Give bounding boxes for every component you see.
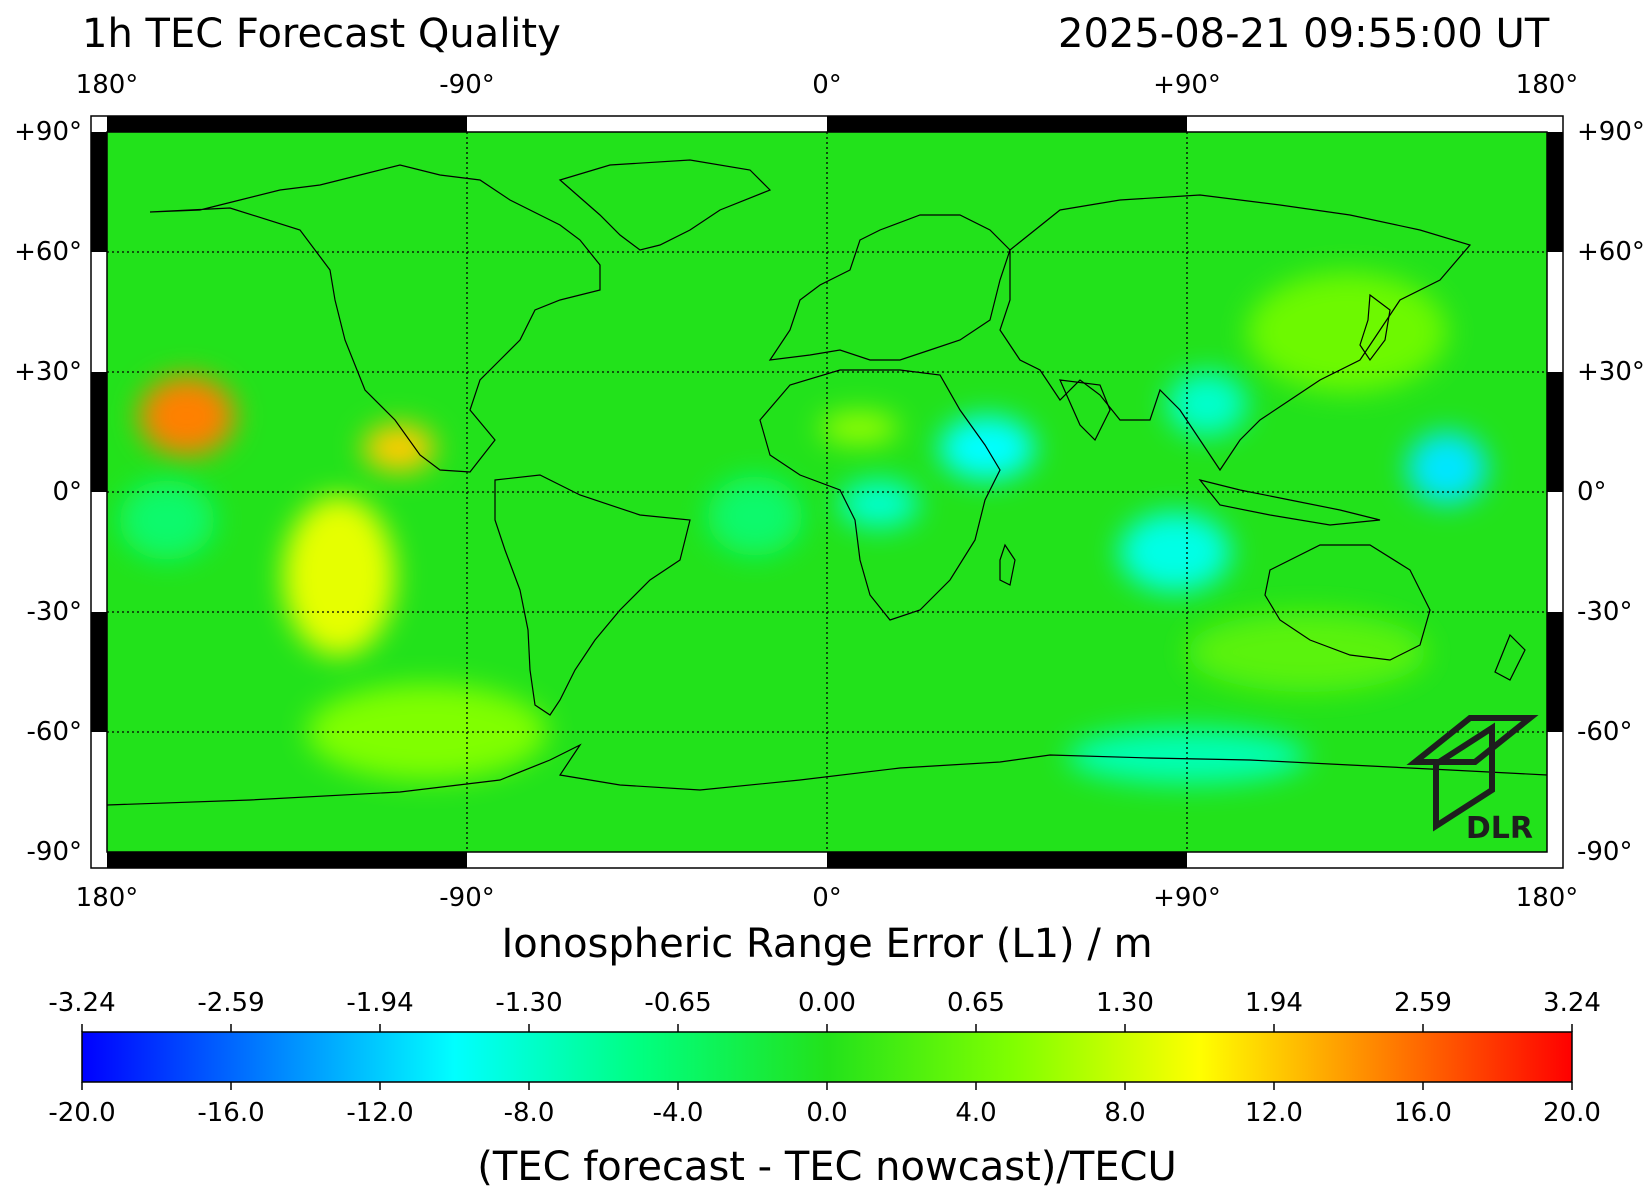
- lat-tick-right-90n: +90°: [1577, 117, 1645, 147]
- lat-tick-right-0: 0°: [1577, 477, 1607, 507]
- coastline-new-zealand: [1494, 633, 1526, 681]
- lon-tick-bottom-0: 0°: [812, 883, 842, 913]
- lat-tick-left-30n: +30°: [14, 357, 82, 387]
- colorbar-top-tick: 1.94: [1245, 988, 1303, 1018]
- dlr-logo-rhombus-v: [1433, 722, 1495, 832]
- coastline-japan: [1359, 293, 1391, 362]
- lon-tick-top-0: 0°: [812, 70, 842, 100]
- colorbar-bottom-tick: -8.0: [503, 1098, 555, 1128]
- lon-tick-bottom-90w: -90°: [439, 883, 495, 913]
- lon-tick-bottom-180e: 180°: [1515, 883, 1579, 913]
- colorbar: [81, 1031, 1573, 1083]
- colorbar-ticks: [81, 1024, 1573, 1090]
- lat-tick-right-60n: +60°: [1577, 237, 1645, 267]
- dlr-logo-rhombus-h: [1406, 715, 1539, 765]
- tec-anomaly-0: [139, 376, 235, 456]
- tec-anomaly-2: [283, 496, 395, 656]
- lon-tick-bottom-90e: +90°: [1153, 883, 1221, 913]
- lat-tick-right-90s: -90°: [1577, 837, 1633, 867]
- tec-anomaly-5: [1119, 512, 1231, 592]
- lon-tick-top-180e: 180°: [1515, 70, 1579, 100]
- tec-anomaly-9: [119, 480, 215, 560]
- colorbar-bottom-tick: 12.0: [1245, 1098, 1303, 1128]
- lat-tick-left-60n: +60°: [14, 237, 82, 267]
- colorbar-top-tick: 0.00: [798, 988, 856, 1018]
- range-error-label: Ionospheric Range Error (L1) / m: [501, 921, 1153, 967]
- lat-tick-right-30s: -30°: [1577, 597, 1633, 627]
- colorbar-top-tick: 3.24: [1543, 988, 1601, 1018]
- tec-anomaly-1: [363, 424, 435, 472]
- coastline-madagascar: [999, 543, 1016, 586]
- lon-tick-bottom-180w: 180°: [75, 883, 139, 913]
- colorbar-bottom-tick: 16.0: [1394, 1098, 1452, 1128]
- tec-anomaly-11: [819, 412, 899, 444]
- colorbar-label: (TEC forecast - TEC nowcast)/TECU: [477, 1144, 1177, 1190]
- colorbar-bottom-tick: 4.0: [955, 1098, 997, 1128]
- map-title: 1h TEC Forecast Quality: [82, 11, 561, 57]
- lat-tick-left-90s: -90°: [26, 837, 82, 867]
- colorbar-top-tick: 2.59: [1394, 988, 1452, 1018]
- coastline-antarctica: [107, 743, 1547, 806]
- coastline-asia: [999, 194, 1472, 472]
- tec-anomaly-14: [1187, 612, 1427, 692]
- tec-anomaly-7: [1407, 432, 1487, 504]
- colorbar-top-tick: 1.30: [1096, 988, 1154, 1018]
- tec-anomaly-4: [839, 480, 919, 528]
- map-frame: [90, 115, 1564, 869]
- lat-tick-left-30s: -30°: [26, 597, 82, 627]
- colorbar-top-tick: -0.65: [644, 988, 712, 1018]
- dlr-logo-text: DLR: [1466, 811, 1533, 846]
- tec-anomaly-10: [707, 476, 803, 556]
- colorbar-top-tick: 0.65: [947, 988, 1005, 1018]
- colorbar-top-tick: -3.24: [48, 988, 116, 1018]
- lat-tick-left-60s: -60°: [26, 717, 82, 747]
- colorbar-bottom-tick: 0.0: [806, 1098, 848, 1128]
- dlr-logo: [1406, 715, 1539, 832]
- tec-anomaly-12: [1247, 272, 1447, 392]
- colorbar-bottom-tick: -12.0: [346, 1098, 414, 1128]
- coastline-australia: [1264, 544, 1431, 661]
- colorbar-bottom-tick: 8.0: [1104, 1098, 1146, 1128]
- colorbar-bottom-tick: -4.0: [652, 1098, 704, 1128]
- coastline-india: [1059, 379, 1111, 442]
- coastlines: [107, 159, 1547, 806]
- colorbar-bottom-tick: -20.0: [48, 1098, 116, 1128]
- colorbar-bottom-tick: 20.0: [1543, 1098, 1601, 1128]
- coastline-indonesia: [1198, 478, 1381, 526]
- lat-tick-left-90n: +90°: [14, 117, 82, 147]
- tec-anomaly-8: [1067, 728, 1307, 784]
- graticule: [107, 132, 1547, 852]
- lon-tick-top-90w: -90°: [439, 70, 495, 100]
- timestamp: 2025-08-21 09:55:00 UT: [1058, 11, 1550, 57]
- colorbar-top-tick: -1.94: [346, 988, 414, 1018]
- tec-anomaly-6: [1167, 372, 1247, 436]
- colorbar-bottom-tick: -16.0: [197, 1098, 265, 1128]
- colorbar-top-tick: -1.30: [495, 988, 563, 1018]
- coastline-south-america: [494, 474, 691, 716]
- coastline-europe: [768, 214, 1011, 361]
- lon-tick-top-180w: 180°: [75, 70, 139, 100]
- coastline-africa: [759, 369, 1001, 621]
- lat-tick-right-60s: -60°: [1577, 717, 1633, 747]
- lon-tick-top-90e: +90°: [1153, 70, 1221, 100]
- colorbar-top-tick: -2.59: [197, 988, 265, 1018]
- coastline-greenland: [558, 159, 772, 251]
- coastline-north-america: [149, 164, 601, 473]
- lat-tick-right-30n: +30°: [1577, 357, 1645, 387]
- lat-tick-left-0: 0°: [52, 477, 82, 507]
- tec-anomaly-layer: [119, 272, 1487, 784]
